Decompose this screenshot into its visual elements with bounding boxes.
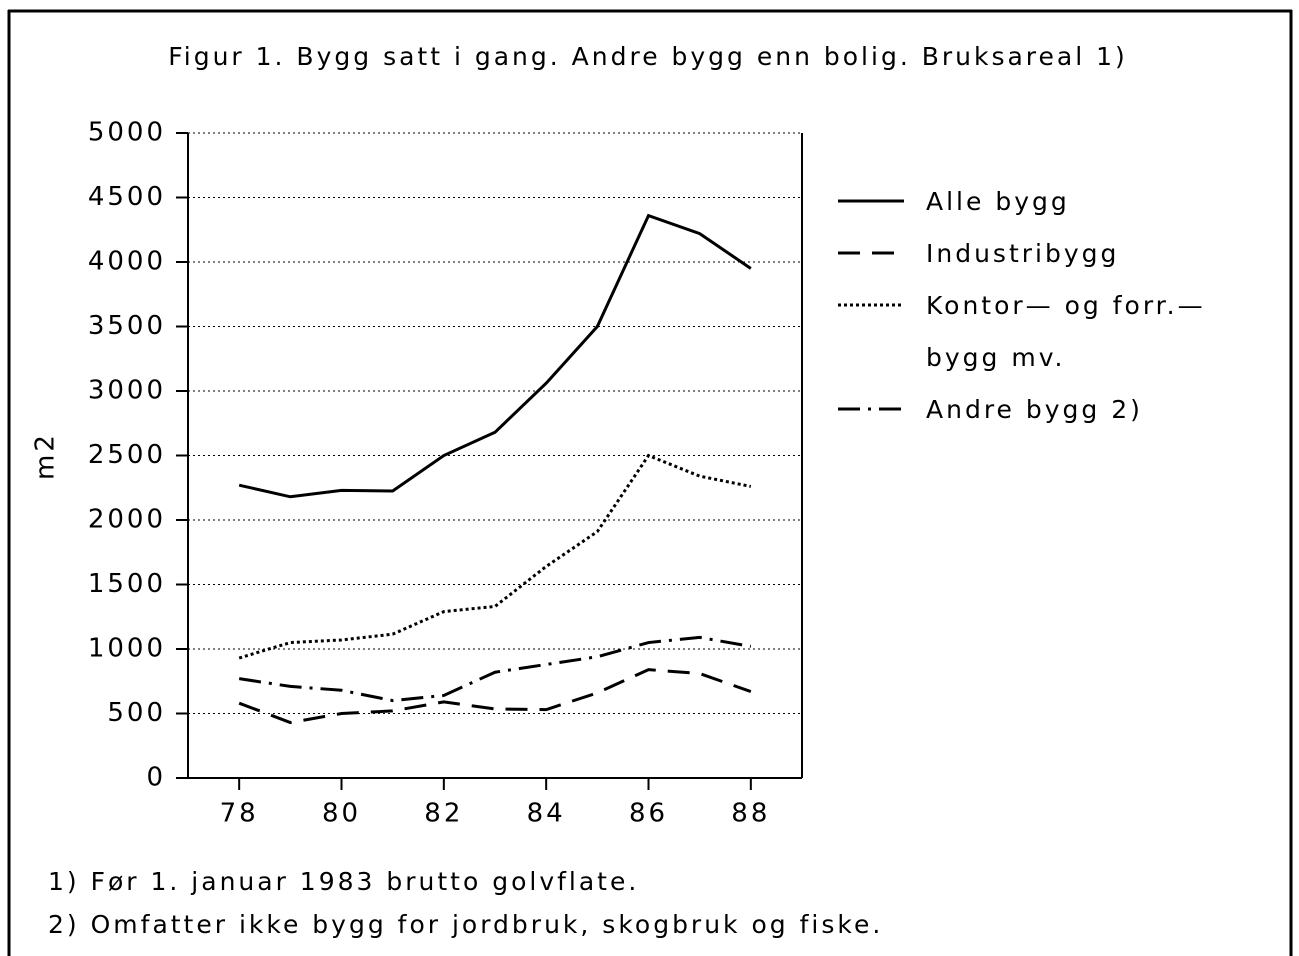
y-tick-label: 1000: [88, 634, 166, 664]
legend-label: Alle bygg: [926, 187, 1070, 216]
legend: Alle bygg Industribygg Kontor— og forr.— b…: [836, 176, 1286, 436]
y-axis-label: m2: [31, 432, 61, 480]
x-tick-label: 84: [527, 799, 566, 829]
y-tick-label: 1500: [88, 569, 166, 599]
legend-label: Andre bygg 2): [926, 395, 1143, 424]
legend-swatch: [838, 303, 904, 307]
y-tick-label: 0: [146, 763, 166, 793]
series-line: [238, 668, 752, 725]
legend-item: Kontor— og forr.— bygg mv.: [836, 280, 1286, 384]
x-tick-label: 82: [424, 799, 463, 829]
x-tick-label: 86: [629, 799, 668, 829]
y-tick-label: 5000: [88, 118, 166, 148]
legend-item: Alle bygg: [836, 176, 1286, 228]
legend-item: Andre bygg 2): [836, 384, 1286, 436]
y-tick-label: 500: [107, 698, 166, 728]
x-tick-label: 88: [731, 799, 770, 829]
legend-label: Industribygg: [926, 239, 1120, 268]
legend-label: Kontor— og forr.— bygg mv.: [926, 291, 1206, 372]
series-line: [238, 453, 752, 660]
x-tick-label: 80: [322, 799, 361, 829]
legend-swatch: [838, 199, 904, 203]
y-tick-label: 3500: [88, 311, 166, 341]
footnote: 1) Før 1. januar 1983 brutto golvflate.: [48, 867, 639, 896]
y-tick-label: 4000: [88, 247, 166, 277]
footnote: 2) Omfatter ikke bygg for jordbruk, skog…: [48, 910, 883, 939]
y-tick-label: 2500: [88, 440, 166, 470]
y-tick-label: 4500: [88, 182, 166, 212]
y-tick-label: 3000: [88, 376, 166, 406]
series-line: [238, 213, 752, 499]
legend-item: Industribygg: [836, 228, 1286, 280]
series-line: [238, 635, 752, 703]
legend-swatch: [838, 251, 904, 255]
y-tick-label: 2000: [88, 505, 166, 535]
legend-swatch: [838, 407, 904, 411]
x-tick-label: 78: [220, 799, 259, 829]
chart-title: Figur 1. Bygg satt i gang. Andre bygg en…: [168, 42, 1128, 71]
